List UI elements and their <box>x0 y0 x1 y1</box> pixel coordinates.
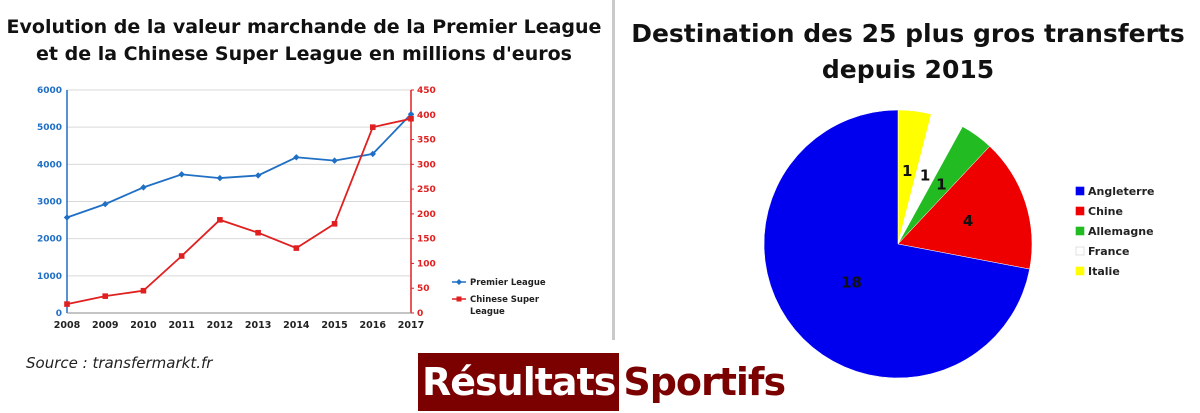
pie-chart-title-line2: depuis 2015 <box>821 55 995 84</box>
source-note: Source : transfermarkt.fr <box>26 354 213 372</box>
line-chart-title: Evolution de la valeur marchande de la P… <box>0 14 608 68</box>
data-point <box>331 157 338 164</box>
pie-chart-title-line1: Destination des 25 plus gros transferts <box>631 19 1185 48</box>
y-right-tick-label: 400 <box>417 111 436 121</box>
y-left-tick-label: 5000 <box>37 123 62 133</box>
data-point <box>64 301 70 307</box>
data-point <box>254 172 262 179</box>
y-right-tick-label: 350 <box>417 136 436 146</box>
y-right-tick-label: 100 <box>417 259 436 269</box>
data-point <box>140 184 147 191</box>
data-point <box>293 245 300 251</box>
y-left-tick-label: 1000 <box>37 272 62 282</box>
legend-label: Chinese Super League <box>470 295 540 317</box>
legend-label: Premier League <box>470 278 546 288</box>
data-point <box>102 293 109 299</box>
data-point <box>178 171 185 178</box>
x-tick-label: 2008 <box>54 320 81 331</box>
panel-divider <box>612 0 615 340</box>
pie-slice-value-label: 4 <box>963 212 973 230</box>
x-tick-label: 2016 <box>360 320 387 331</box>
pie-slice-value-label: 1 <box>902 162 912 180</box>
legend-label-angleterre: Angleterre <box>1088 185 1154 198</box>
line-chart-title-line2: et de la Chinese Super League en million… <box>36 43 572 65</box>
brand-logo: Résultats Sportifs <box>418 353 789 411</box>
y-right-tick-label: 450 <box>417 86 436 96</box>
data-point <box>255 229 261 236</box>
x-tick-label: 2009 <box>92 320 118 331</box>
legend-label-france: France <box>1088 245 1129 258</box>
data-point <box>217 217 223 223</box>
line-chart-title-line1: Evolution de la valeur marchande de la P… <box>6 16 602 38</box>
x-tick-label: 2010 <box>130 320 157 331</box>
pie-slice-angleterre <box>763 109 1030 379</box>
x-tick-label: 2014 <box>283 320 310 331</box>
pie-slice-chine <box>897 145 1033 270</box>
data-point <box>331 221 338 227</box>
legend-label-chine: Chine <box>1088 205 1123 218</box>
pie-chart-panel: Destination des 25 plus gros transferts … <box>616 0 1200 413</box>
series-line-premier-league <box>66 113 412 219</box>
legend-label-allemagne: Allemagne <box>1088 225 1154 238</box>
legend-swatch-allemagne <box>1075 226 1085 236</box>
legend-swatch-italie <box>1075 266 1085 276</box>
y-left-tick-label: 4000 <box>37 160 62 170</box>
x-tick-label: 2012 <box>207 320 233 331</box>
data-point <box>140 287 147 294</box>
y-right-tick-label: 150 <box>417 235 436 245</box>
y-right-tick-label: 250 <box>417 185 436 195</box>
x-tick-label: 2017 <box>398 320 424 331</box>
y-left-tick-label: 3000 <box>37 198 62 208</box>
x-tick-label: 2013 <box>245 320 271 331</box>
data-point <box>216 174 224 182</box>
data-point <box>369 124 376 130</box>
pie-slice-value-label: 18 <box>841 273 862 291</box>
data-point <box>63 214 71 221</box>
pie-chart-title: Destination des 25 plus gros transferts … <box>616 16 1200 88</box>
y-left-tick-label: 2000 <box>37 235 62 245</box>
brand-logo-part2: Sportifs <box>623 360 786 404</box>
x-tick-label: 2015 <box>321 320 347 331</box>
y-left-tick-label: 6000 <box>37 86 62 96</box>
legend-swatch-chine <box>1075 206 1085 216</box>
y-right-tick-label: 300 <box>417 160 436 170</box>
pie-slice-value-label: 1 <box>936 175 946 193</box>
legend-marker <box>456 279 462 285</box>
line-chart-panel: Evolution de la valeur marchande de la P… <box>0 14 608 372</box>
legend-swatch-angleterre <box>1075 186 1085 196</box>
legend-label-italie: Italie <box>1088 265 1120 278</box>
y-right-tick-label: 50 <box>417 284 430 294</box>
pie-slice-value-label: 1 <box>920 166 930 184</box>
data-point <box>369 150 376 158</box>
data-point <box>178 253 185 259</box>
line-chart: 0 1000 2000 3000 4000 5000 6000 0 50 100 150 200 250… <box>37 86 546 331</box>
y-right-tick-label: 200 <box>417 210 436 220</box>
y-left-tick-label: 0 <box>56 309 62 319</box>
brand-logo-part1: Résultats <box>418 353 620 411</box>
y-right-tick-label: 0 <box>417 309 423 319</box>
pie-chart: 1 1 1418AngleterreChineAllemagneFranceItal… <box>763 109 1154 379</box>
data-point <box>408 115 414 122</box>
data-point <box>293 154 300 161</box>
data-point <box>407 110 415 118</box>
series-line-chinese-super-league <box>66 117 412 305</box>
x-tick-label: 2011 <box>168 320 194 331</box>
legend-marker <box>456 296 462 302</box>
legend-swatch-france <box>1075 246 1085 256</box>
data-point <box>102 200 109 208</box>
